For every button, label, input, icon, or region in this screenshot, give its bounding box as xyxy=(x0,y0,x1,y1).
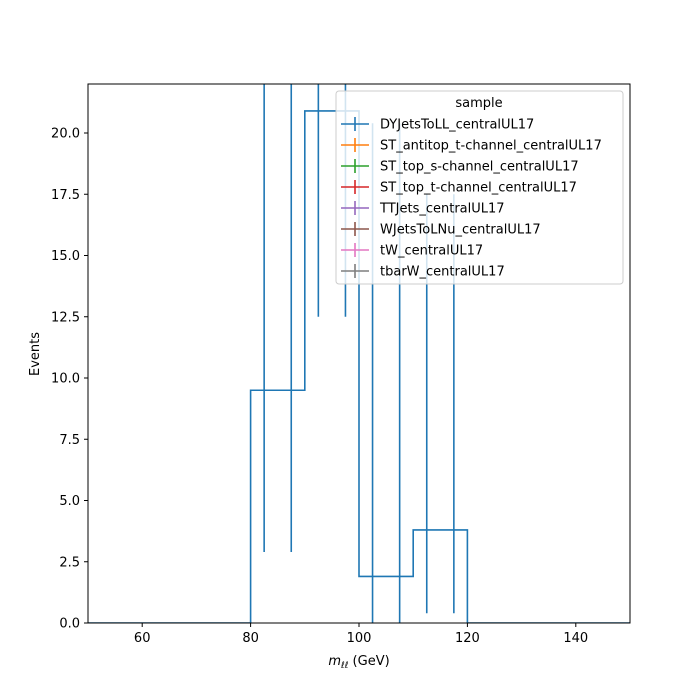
legend-box xyxy=(335,90,624,285)
legend-item: ST_top_s-channel_centralUL17 xyxy=(341,159,579,175)
legend-item: tbarW_centralUL17 xyxy=(341,264,505,280)
x-tick-label: 120 xyxy=(455,631,480,646)
legend-label: ST_top_t-channel_centralUL17 xyxy=(380,181,577,196)
y-tick-label: 10.0 xyxy=(51,372,80,387)
legend-item: TTJets_centralUL17 xyxy=(341,201,505,217)
legend-item: WJetsToLNu_centralUL17 xyxy=(341,222,541,238)
legend-label: ST_antitop_t-channel_centralUL17 xyxy=(380,139,602,154)
y-tick-label: 17.5 xyxy=(51,188,80,203)
axes-frame xyxy=(87,83,631,624)
legend: sample DYJetsToLL_centralUL17 ST_antitop_… xyxy=(335,90,624,285)
legend-item: ST_antitop_t-channel_centralUL17 xyxy=(341,138,602,154)
x-tick-label: 140 xyxy=(563,631,588,646)
x-axis: 60 80 100 120 140 xyxy=(134,623,588,646)
legend-label: ST_top_s-channel_centralUL17 xyxy=(380,160,579,175)
y-tick-label: 12.5 xyxy=(51,310,80,325)
y-axis-label: Events xyxy=(28,332,43,376)
y-axis: 0.0 2.5 5.0 7.5 10.0 12.5 15.0 17.5 20.0 xyxy=(51,127,88,632)
legend-label: tW_centralUL17 xyxy=(380,244,483,259)
legend-item: ST_top_t-channel_centralUL17 xyxy=(341,180,577,196)
legend-label: TTJets_centralUL17 xyxy=(379,202,505,217)
legend-item: DYJetsToLL_centralUL17 xyxy=(341,117,534,133)
x-tick-label: 100 xyxy=(347,631,372,646)
y-tick-label: 5.0 xyxy=(59,494,80,509)
legend-label: DYJetsToLL_centralUL17 xyxy=(380,118,534,133)
x-tick-label: 60 xyxy=(134,631,151,646)
histogram-step-line xyxy=(88,110,630,623)
x-tick-label: 80 xyxy=(242,631,259,646)
y-tick-label: 7.5 xyxy=(59,433,80,448)
y-tick-label: 15.0 xyxy=(51,249,80,264)
histogram-series xyxy=(88,84,630,623)
plot-area xyxy=(88,84,630,623)
x-axis-label: mℓℓ (GeV) xyxy=(328,654,389,671)
legend-item: tW_centralUL17 xyxy=(341,243,483,259)
legend-label: tbarW_centralUL17 xyxy=(380,265,505,280)
y-tick-label: 0.0 xyxy=(59,617,80,632)
legend-label: WJetsToLNu_centralUL17 xyxy=(380,223,541,238)
y-tick-label: 20.0 xyxy=(51,127,80,142)
y-tick-label: 2.5 xyxy=(59,555,80,570)
legend-title: sample xyxy=(455,96,502,111)
